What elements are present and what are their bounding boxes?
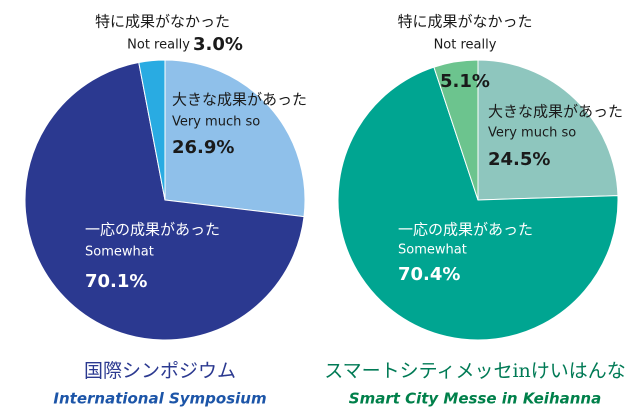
category-label: 大きな成果があった [488, 103, 623, 121]
category-label: 大きな成果があった [172, 91, 307, 109]
category-label: 特に成果がなかった [397, 13, 532, 31]
value-label: 70.1% [85, 271, 147, 292]
category-label: 一応の成果があった [398, 221, 533, 239]
pie-slice [24, 61, 305, 341]
chart-subtitle: International Symposium [53, 390, 266, 408]
category-label-en: Very much so [488, 126, 576, 141]
category-label: 一応の成果があった [85, 221, 220, 239]
value-label: 26.9% [172, 137, 234, 158]
category-label-en: Very much so [172, 115, 260, 130]
pie-slice [164, 59, 306, 218]
category-label-en: Not really [127, 38, 190, 53]
category-label: 特に成果がなかった [95, 13, 230, 31]
chart-title: 国際シンポジウム [84, 360, 236, 382]
value-label: 24.5% [488, 149, 550, 170]
value-label: 70.4% [398, 264, 460, 285]
pie-slice [433, 59, 479, 201]
chart-title: スマートシティメッセinけいはんな [324, 360, 626, 382]
value-label: 5.1% [440, 71, 490, 92]
value-label: 3.0% [193, 34, 243, 55]
category-label-en: Somewhat [398, 243, 467, 258]
pie-slice [477, 59, 619, 201]
pie-slice [138, 59, 166, 201]
chart-subtitle: Smart City Messe in Keihanna [349, 390, 601, 408]
category-label-en: Somewhat [85, 245, 154, 260]
pie-slice [337, 66, 619, 341]
category-label-en: Not really [434, 38, 497, 53]
